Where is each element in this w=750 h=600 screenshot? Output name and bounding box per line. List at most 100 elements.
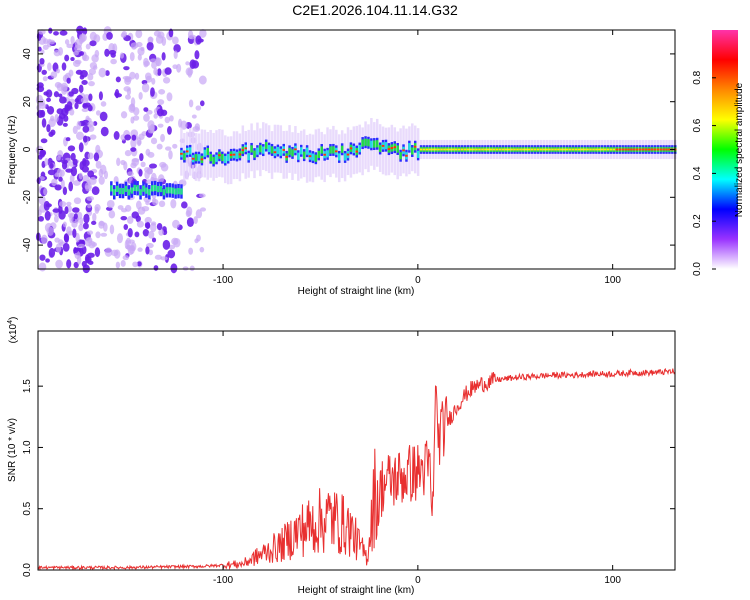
noise-speckle: [94, 204, 101, 212]
noise-speckle: [187, 68, 193, 78]
lower-band-core: [156, 185, 160, 193]
noise-speckle: [37, 46, 42, 52]
noise-speckle: [66, 43, 74, 49]
noise-speckle: [54, 237, 60, 243]
noise-speckle: [136, 220, 144, 228]
band-core-mid: [247, 153, 250, 161]
noise-speckle: [78, 172, 83, 180]
noise-speckle: [135, 200, 142, 210]
noise-speckle: [56, 108, 64, 115]
noise-speckle: [48, 118, 56, 128]
noise-speckle: [50, 115, 55, 122]
band-peak: [583, 148, 586, 151]
noise-speckle: [72, 158, 78, 166]
spectrogram-y-label: Frequency (Hz): [7, 116, 18, 185]
noise-speckle: [77, 243, 86, 248]
noise-speckle: [124, 76, 132, 83]
band-core-mid: [262, 146, 265, 154]
band-peak: [200, 158, 204, 161]
band-peak: [308, 155, 312, 158]
band-core-mid: [206, 147, 210, 156]
noise-speckle: [85, 43, 91, 50]
noise-speckle: [158, 174, 165, 183]
noise-speckle: [188, 247, 194, 255]
noise-speckle: [127, 227, 133, 238]
noise-speckle: [59, 30, 68, 36]
noise-speckle: [164, 116, 171, 124]
noise-speckle: [134, 72, 140, 80]
band-peak: [638, 148, 642, 151]
band-peak: [323, 153, 326, 156]
band-peak: [393, 146, 397, 149]
band-peak: [507, 148, 510, 151]
noise-speckle: [141, 206, 150, 212]
noise-speckle: [106, 31, 113, 40]
band-core-mid: [209, 154, 212, 162]
noise-speckle: [157, 99, 165, 106]
band-peak: [443, 148, 446, 151]
noise-speckle: [104, 247, 113, 257]
noise-speckle: [54, 113, 59, 123]
band-peak: [469, 148, 472, 151]
noise-speckle: [135, 29, 143, 39]
spectrogram-y-tick-label: -40: [22, 237, 33, 252]
noise-speckle: [91, 186, 100, 195]
noise-speckle: [155, 57, 160, 67]
band-peak: [562, 148, 566, 151]
band-peak: [241, 149, 245, 152]
lower-band-core: [112, 189, 116, 196]
noise-speckle: [130, 116, 135, 124]
lower-band-core: [148, 189, 151, 196]
band-peak: [513, 148, 516, 151]
noise-speckle: [73, 261, 79, 269]
noise-speckle: [172, 219, 180, 229]
band-core-mid: [317, 150, 321, 158]
band-peak: [647, 148, 651, 151]
noise-speckle: [59, 96, 67, 104]
noise-speckle: [75, 232, 80, 243]
noise-speckle: [152, 198, 159, 206]
lower-band-core: [145, 187, 148, 194]
lower-band-core: [153, 184, 157, 192]
noise-speckle: [141, 131, 148, 137]
spectrogram-y-ticks: -40 -20 0 20 40: [22, 48, 675, 252]
noise-speckle: [108, 210, 116, 219]
noise-speckle: [138, 91, 143, 100]
band-core-mid: [194, 154, 198, 162]
band-peak: [294, 148, 297, 151]
band-peak: [238, 153, 242, 156]
band-core-mid: [279, 148, 283, 156]
noise-speckle: [87, 260, 94, 265]
noise-speckle: [160, 163, 169, 172]
noise-speckle: [116, 233, 124, 244]
noise-speckle: [47, 240, 53, 249]
noise-speckle: [141, 83, 150, 93]
spectrogram-panel: -100 0 100 -40 -20 0 20 40 Height of straight …: [7, 25, 677, 297]
noise-speckle: [125, 94, 131, 100]
band-peak: [533, 148, 537, 151]
noise-speckle: [53, 91, 59, 98]
noise-speckle: [136, 137, 142, 147]
noise-speckle: [149, 123, 155, 134]
snr-frame: [37, 330, 676, 571]
noise-speckle: [131, 134, 137, 141]
lower-band-core: [115, 185, 119, 192]
noise-speckle: [55, 259, 63, 269]
snr-y-tick-label: 0.0: [22, 563, 33, 577]
noise-speckle: [134, 231, 140, 238]
snr-y-tick-label: 1.0: [22, 440, 33, 454]
noise-speckle: [66, 77, 71, 84]
noise-speckle: [65, 137, 71, 142]
noise-speckle: [46, 105, 55, 115]
noise-speckle: [71, 87, 79, 95]
noise-speckle: [172, 36, 179, 45]
band-peak: [551, 148, 554, 151]
noise-speckle: [149, 58, 158, 63]
band-core-mid: [256, 147, 259, 155]
noise-speckle: [91, 220, 97, 225]
band-peak: [560, 148, 563, 151]
band-core-mid: [399, 152, 402, 160]
noise-speckle: [37, 215, 45, 222]
band-core-mid: [276, 146, 280, 155]
